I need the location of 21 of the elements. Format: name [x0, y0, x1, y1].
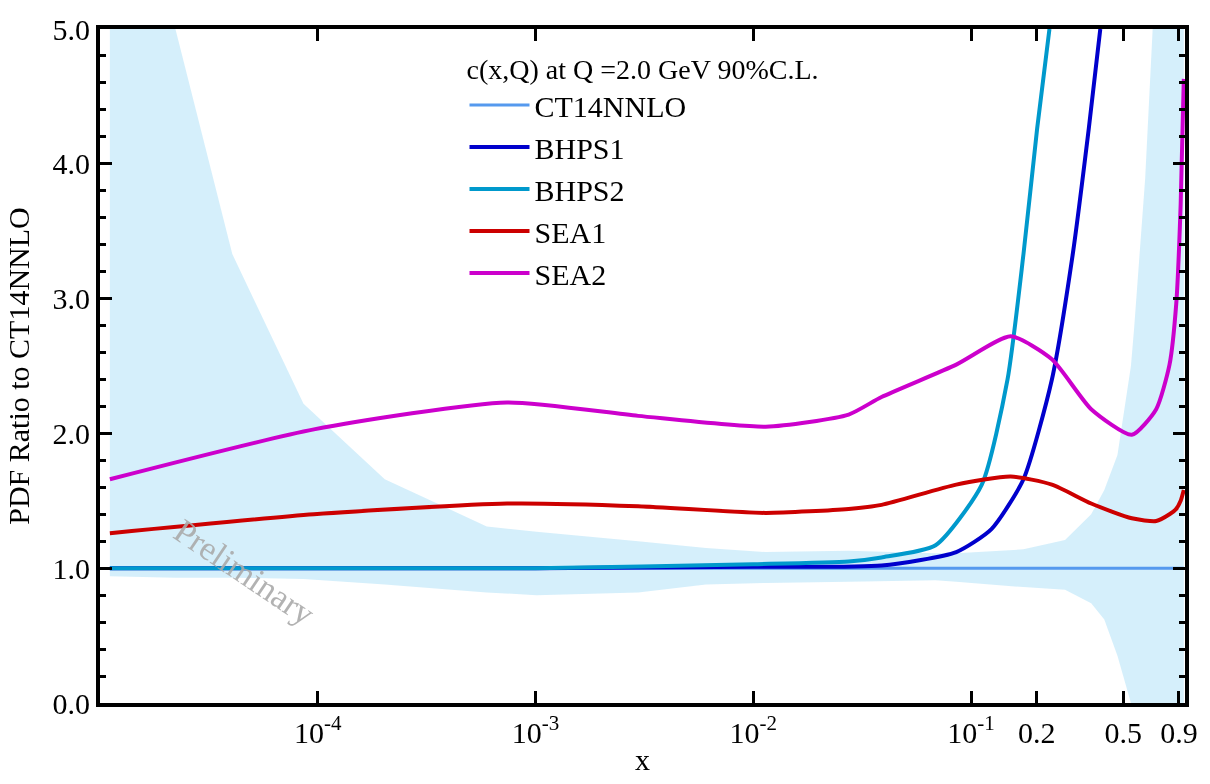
- x-tick-label: 10$^{-1}$: [947, 711, 995, 749]
- y-tick-label: 2.0: [52, 416, 90, 450]
- y-tick-label: 4.0: [52, 147, 90, 181]
- x-tick-label: 10$^{-3}$: [511, 711, 560, 749]
- legend-label: SEA2: [534, 257, 607, 291]
- legend-title: c(x,Q) at Q =2.0 GeV 90%C.L.: [466, 53, 819, 85]
- x-tick-label: 0.2: [1017, 716, 1056, 749]
- legend-label: BHPS2: [534, 173, 625, 207]
- legend-label: SEA1: [534, 215, 607, 249]
- y-tick-label: 0.0: [52, 686, 90, 720]
- legend-label: BHPS1: [534, 131, 625, 165]
- legend-label: CT14NNLO: [534, 89, 687, 123]
- x-tick-label: 0.5: [1104, 716, 1143, 749]
- x-tick-label: 10$^{-4}$: [294, 711, 343, 749]
- x-tick-label: 0.9: [1160, 716, 1198, 749]
- y-axis-title: PDF Ratio to CT14NNLO: [2, 207, 35, 525]
- y-tick-label: 3.0: [52, 282, 90, 316]
- x-axis-title: x: [635, 743, 650, 776]
- y-tick-label: 1.0: [52, 551, 90, 585]
- y-tick-label: 5.0: [52, 12, 90, 46]
- x-tick-label: 10$^{-2}$: [729, 711, 778, 749]
